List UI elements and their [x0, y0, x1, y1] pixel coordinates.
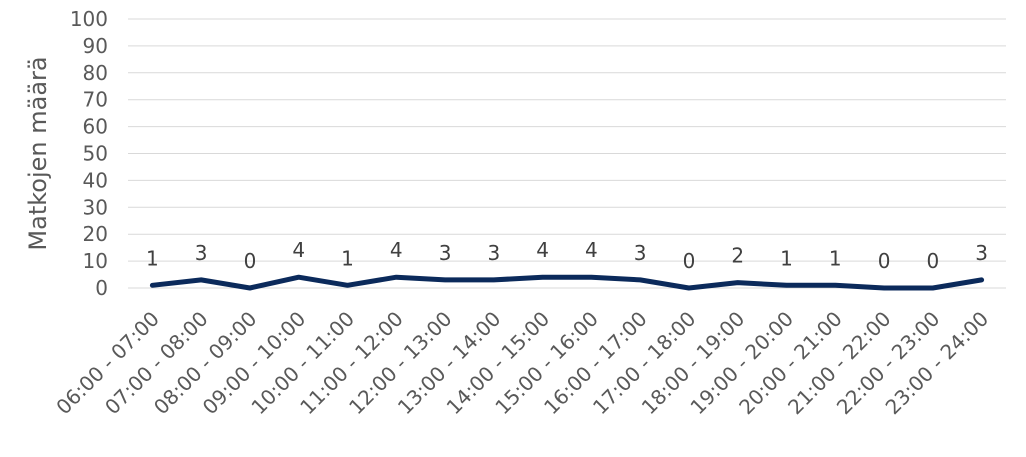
- y-tick-label: 0: [95, 276, 108, 300]
- data-label: 4: [536, 238, 549, 262]
- data-label: 0: [878, 249, 891, 273]
- data-label: 4: [390, 238, 403, 262]
- data-label: 2: [731, 244, 744, 268]
- y-tick-label: 30: [83, 195, 108, 219]
- y-tick-label: 100: [70, 7, 108, 31]
- y-axis-title: Matkojen määrä: [24, 56, 52, 250]
- data-label: 3: [975, 241, 988, 265]
- data-label: 1: [780, 246, 793, 270]
- data-label: 4: [292, 238, 305, 262]
- y-tick-label: 10: [83, 249, 108, 273]
- data-label: 3: [439, 241, 452, 265]
- data-label: 3: [634, 241, 647, 265]
- y-tick-label: 90: [83, 34, 108, 58]
- data-label: 4: [585, 238, 598, 262]
- y-tick-label: 70: [83, 88, 108, 112]
- data-label: 3: [195, 241, 208, 265]
- y-tick-label: 60: [83, 115, 108, 139]
- data-label: 0: [244, 249, 257, 273]
- data-label: 1: [829, 246, 842, 270]
- data-label: 1: [146, 246, 159, 270]
- y-tick-label: 40: [83, 168, 108, 192]
- data-label: 1: [341, 246, 354, 270]
- data-label: 3: [487, 241, 500, 265]
- gridlines: [128, 18, 1006, 289]
- y-tick-label: 80: [83, 61, 108, 85]
- data-labels: 1 3 0 4 1 4 3 3 4 4 3 0 2 1 1 0 0 3: [146, 238, 988, 273]
- series-line: [149, 274, 985, 291]
- data-label: 0: [683, 249, 696, 273]
- y-tick-label: 50: [83, 142, 108, 166]
- series-line-layer: [149, 274, 985, 291]
- data-label: 0: [926, 249, 939, 273]
- y-tick-label: 20: [83, 222, 108, 246]
